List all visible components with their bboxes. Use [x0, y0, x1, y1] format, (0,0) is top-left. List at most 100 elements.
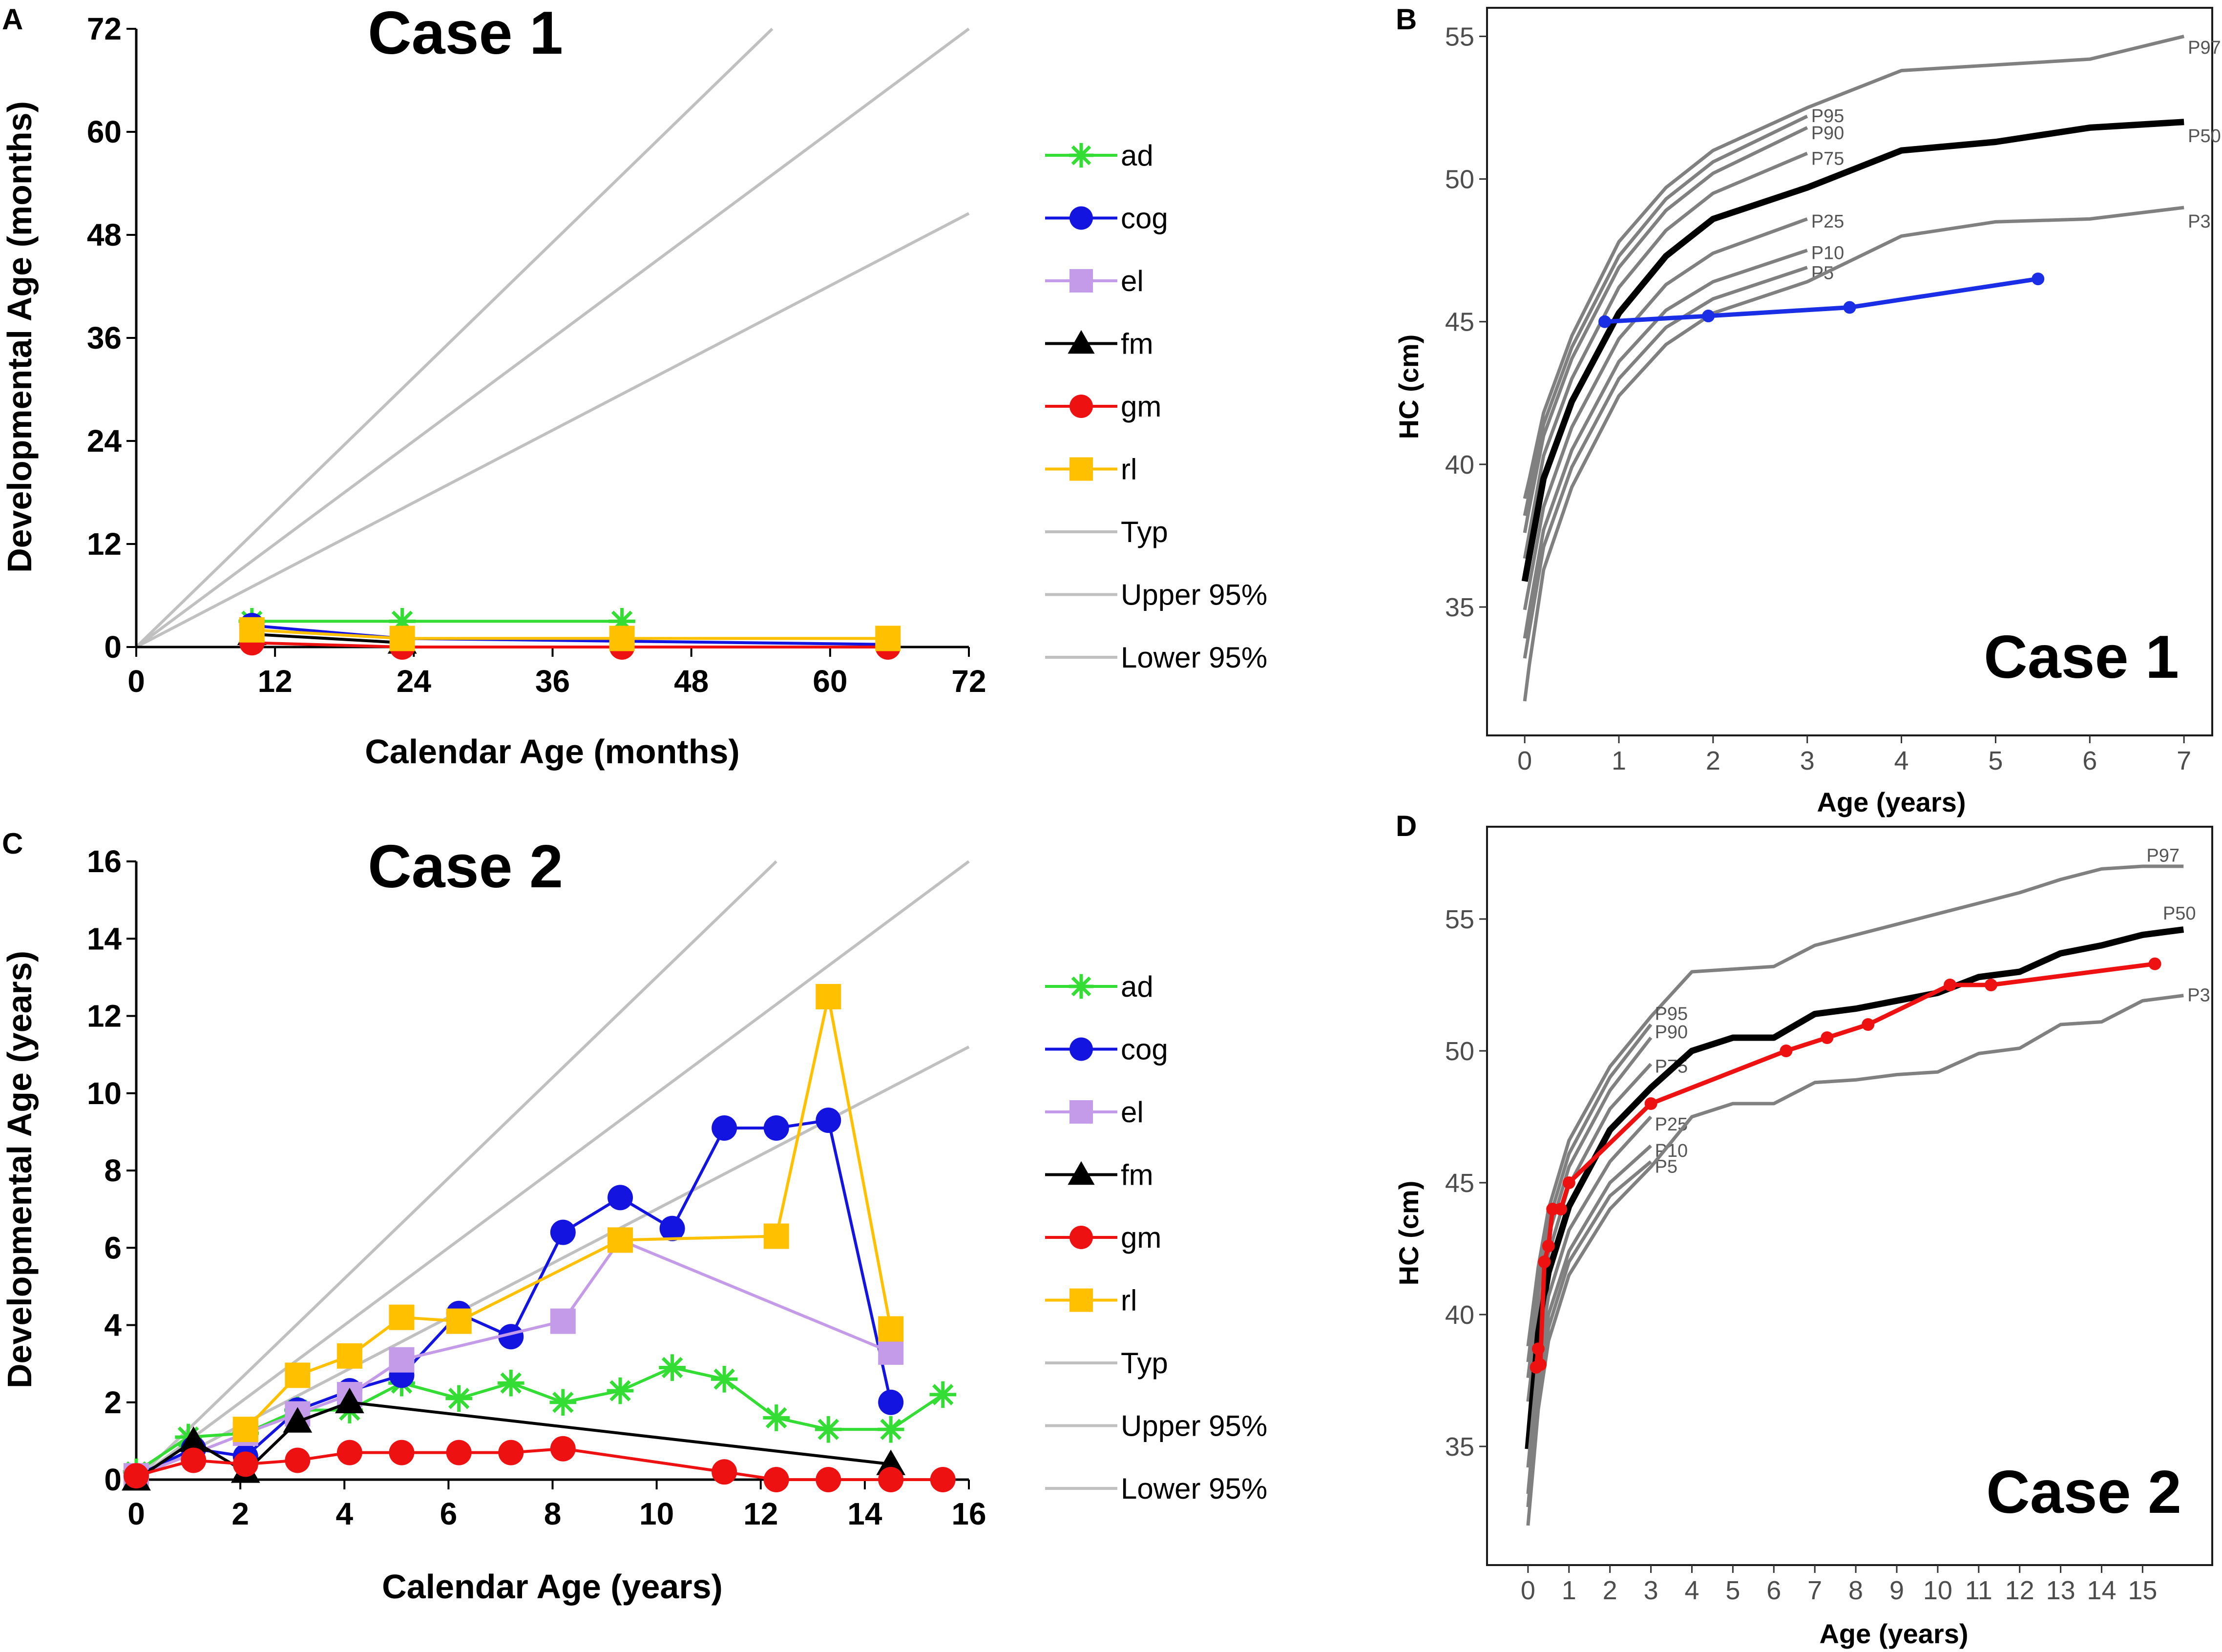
- legend-item-gm: gm: [1045, 390, 1161, 423]
- legend-swatch-marker: [1069, 395, 1093, 418]
- legend-label: Typ: [1121, 1347, 1168, 1380]
- legend-swatch-marker: [1069, 1100, 1093, 1124]
- data-point-rl: [389, 1304, 415, 1330]
- series-line-fm: [252, 632, 402, 645]
- y-tick-label: 0: [104, 1462, 122, 1497]
- plot-area: 0 1 2 3 4 5 6 7 8 9 10 11 12 13 14 153540455055P97P95P9…: [1445, 826, 2213, 1605]
- data-point-hc: [1780, 1045, 1793, 1057]
- x-tick-label: 7: [1807, 1576, 1822, 1605]
- data-point-gm: [498, 1440, 524, 1465]
- y-tick-label: 16: [87, 844, 122, 879]
- data-point-rl: [763, 1223, 789, 1249]
- data-point-cog: [498, 1324, 524, 1350]
- x-tick-label: 13: [2046, 1576, 2075, 1605]
- y-tick-label: 24: [87, 423, 122, 459]
- data-point-gm: [124, 1463, 149, 1489]
- data-point-hc: [2032, 272, 2045, 286]
- y-tick-label: 50: [1445, 165, 1474, 194]
- reference-line-lower-95-: [135, 212, 970, 648]
- x-tick-label: 14: [847, 1496, 882, 1531]
- data-point-cog: [878, 1389, 904, 1415]
- x-tick-label: 6: [1766, 1576, 1781, 1605]
- panel-letter-c: C: [2, 827, 23, 860]
- chart-title: Case 2: [1986, 1459, 2181, 1526]
- legend-label: el: [1121, 1096, 1144, 1129]
- data-point-hc: [1944, 979, 1957, 991]
- series-gm: [124, 1436, 956, 1492]
- data-point-hc: [2148, 957, 2161, 970]
- series-hc: [1598, 272, 2045, 328]
- y-tick-label: 14: [87, 921, 122, 956]
- percentile-curve-p95: [1523, 114, 1808, 516]
- y-tick-label: 12: [87, 999, 122, 1034]
- percentile-curve-p25: [1526, 1115, 1653, 1468]
- data-point-ad: [389, 607, 416, 635]
- series-line-ad: [135, 1366, 944, 1473]
- data-point-gm: [232, 1451, 258, 1477]
- data-point-rl: [239, 617, 265, 643]
- legend-item-fm: fm: [1045, 328, 1153, 360]
- x-tick-label: 5: [1988, 746, 2003, 775]
- x-tick-label: 10: [639, 1496, 674, 1531]
- legend-swatch-marker: [1069, 206, 1093, 230]
- legend-label: rl: [1121, 1284, 1137, 1317]
- x-tick-label: 0: [1521, 1576, 1535, 1605]
- legend-label: Upper 95%: [1121, 1410, 1267, 1443]
- x-tick-label: 2: [231, 1496, 249, 1531]
- data-point-ad: [711, 1365, 738, 1393]
- x-tick-label: 15: [2128, 1576, 2157, 1605]
- series-line-rl: [252, 628, 888, 640]
- data-point-rl: [232, 1417, 258, 1443]
- y-tick-label: 48: [87, 217, 122, 252]
- y-tick-label: 55: [1445, 905, 1474, 934]
- x-tick-label: 12: [743, 1496, 778, 1531]
- percentile-label-p3: P3: [2187, 985, 2210, 1006]
- percentile-curve-p3: [1526, 994, 2184, 1526]
- data-point-gm: [336, 1440, 362, 1465]
- y-axis-label: HC (cm): [1393, 335, 1424, 439]
- x-tick-label: 2: [1603, 1576, 1617, 1605]
- y-tick-label: 4: [104, 1308, 122, 1343]
- data-point-hc: [1702, 310, 1715, 323]
- percentile-curve-p97: [1523, 35, 2184, 499]
- legend-item-typ: Typ: [1045, 516, 1168, 548]
- data-point-cog: [763, 1115, 789, 1141]
- percentile-label-p75: P75: [1811, 149, 1845, 169]
- legend-swatch-marker: [1069, 1226, 1093, 1249]
- reference-line-typ: [135, 860, 970, 1481]
- panel-letter-d: D: [1396, 810, 1417, 842]
- data-point-rl: [285, 1362, 311, 1388]
- y-axis-label: Developmental Age (months): [0, 101, 39, 573]
- data-point-cog: [550, 1219, 576, 1245]
- legend-label: Lower 95%: [1121, 1472, 1267, 1505]
- data-point-gm: [446, 1440, 472, 1465]
- legend-item-cog: cog: [1045, 1033, 1168, 1066]
- legend-label: cog: [1121, 1033, 1168, 1066]
- legend-swatch-marker: [1068, 330, 1095, 354]
- data-point-hc: [1843, 301, 1856, 314]
- data-point-hc: [1862, 1018, 1875, 1031]
- percentile-label-p50: P50: [2163, 903, 2196, 924]
- data-point-gm: [389, 1440, 415, 1465]
- legend-item-lower-95-: Lower 95%: [1045, 1472, 1267, 1505]
- data-point-gm: [181, 1447, 207, 1473]
- percentile-label-p95: P95: [1811, 106, 1845, 126]
- x-tick-label: 6: [440, 1496, 458, 1531]
- percentile-label-p90: P90: [1655, 1022, 1688, 1043]
- percentile-curve-p25: [1523, 217, 1808, 610]
- legend-swatch-marker: [1069, 143, 1094, 168]
- y-axis-label: HC (cm): [1393, 1181, 1424, 1286]
- x-tick-label: 8: [544, 1496, 562, 1531]
- percentile-label-p3: P3: [2188, 211, 2210, 232]
- data-point-hc: [1531, 1342, 1545, 1356]
- legend-label: gm: [1121, 390, 1161, 423]
- chart-title: Case 1: [368, 0, 563, 67]
- data-point-hc: [1554, 1203, 1568, 1215]
- data-point-gm: [930, 1467, 956, 1492]
- data-point-gm: [550, 1436, 576, 1462]
- x-axis-label: Age (years): [1819, 1618, 1968, 1649]
- legend-item-el: el: [1045, 265, 1144, 297]
- legend-label: cog: [1121, 202, 1168, 235]
- data-point-fm: [335, 1387, 364, 1414]
